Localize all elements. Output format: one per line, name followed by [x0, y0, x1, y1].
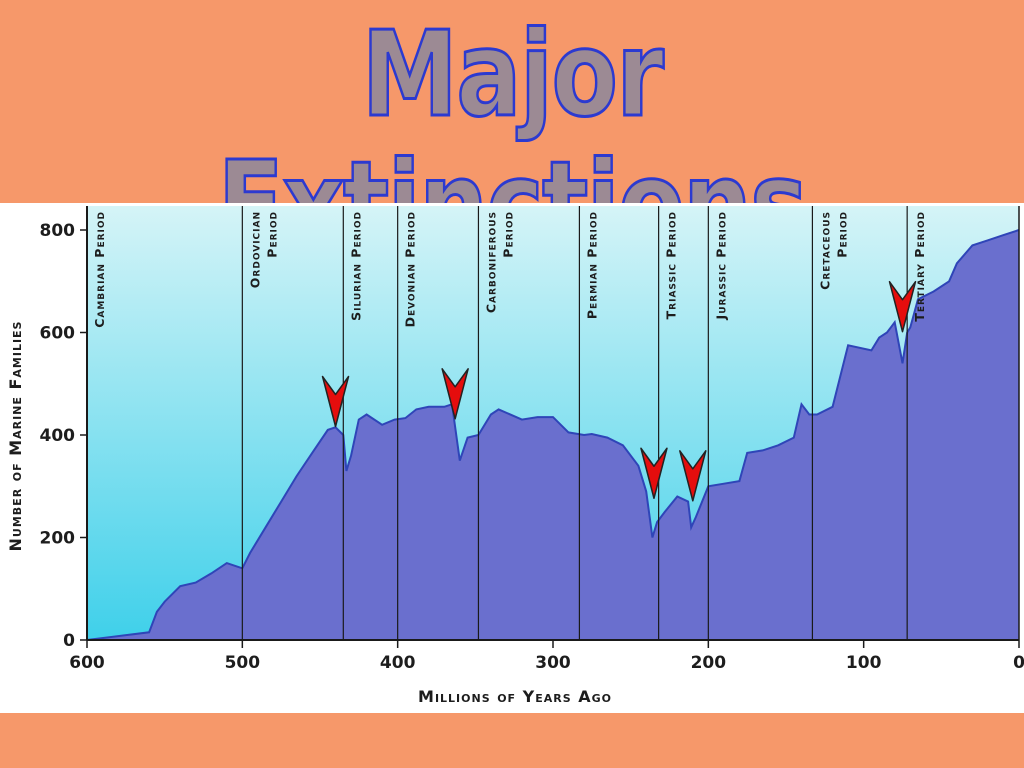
period-label: Silurian Period: [348, 211, 363, 321]
period-label-group: Triassic Period: [664, 211, 679, 319]
period-label-group: Devonian Period: [403, 211, 418, 327]
period-label: Period: [834, 211, 849, 258]
x-tick-label: 100: [846, 653, 882, 673]
chart-panel: Cambrian Period Ordovician Period Silurian …: [0, 203, 1024, 713]
period-label-group: Cretaceous Period: [817, 211, 849, 290]
x-tick-label: 0: [1013, 653, 1024, 673]
period-label: Period: [500, 211, 515, 258]
period-label-group: Silurian Period: [348, 211, 363, 321]
period-label-group: Cambrian Period: [92, 211, 107, 328]
period-label: Cretaceous: [817, 211, 832, 290]
period-label-group: Tertiary Period: [912, 211, 927, 322]
x-tick-label: 500: [225, 653, 261, 673]
period-label-group: Ordovician Period: [247, 211, 279, 288]
period-label: Devonian Period: [403, 211, 418, 327]
period-label: Permian Period: [584, 211, 599, 319]
bottom-bar: [0, 713, 1024, 768]
y-tick-label: 400: [40, 426, 76, 446]
period-label-group: Jurassic Period: [713, 211, 728, 320]
y-tick-label: 800: [40, 221, 76, 241]
period-label: Period: [264, 211, 279, 258]
period-label-group: Carboniferous Period: [483, 211, 515, 313]
extinction-arrow-marker: [679, 450, 707, 502]
period-label: Cambrian Period: [92, 211, 107, 328]
extinction-chart: Cambrian Period Ordovician Period Silurian …: [6, 206, 1024, 706]
period-label-group: Permian Period: [584, 211, 599, 319]
period-label: Ordovician: [247, 211, 262, 288]
y-tick-label: 200: [40, 529, 76, 549]
extinction-arrow-marker: [321, 375, 350, 428]
y-tick-label: 600: [40, 324, 76, 344]
extinction-arrow-marker: [888, 280, 917, 333]
period-label: Triassic Period: [664, 211, 679, 319]
y-tick-label: 0: [63, 631, 75, 651]
extinction-arrow-marker: [441, 368, 469, 420]
period-label: Jurassic Period: [713, 211, 728, 320]
x-tick-label: 600: [69, 653, 105, 673]
period-label: Carboniferous: [483, 211, 498, 313]
period-label: Tertiary Period: [912, 211, 927, 322]
marine-families-area: [87, 230, 1019, 640]
x-tick-label: 200: [691, 653, 727, 673]
y-axis-title: Number of Marine Families: [6, 321, 25, 552]
extinction-arrow-marker: [640, 447, 668, 499]
x-tick-label: 400: [380, 653, 416, 673]
x-axis-title: Millions of Years Ago: [418, 687, 612, 706]
marine-families-line: [86, 229, 1020, 641]
x-tick-label: 300: [535, 653, 571, 673]
